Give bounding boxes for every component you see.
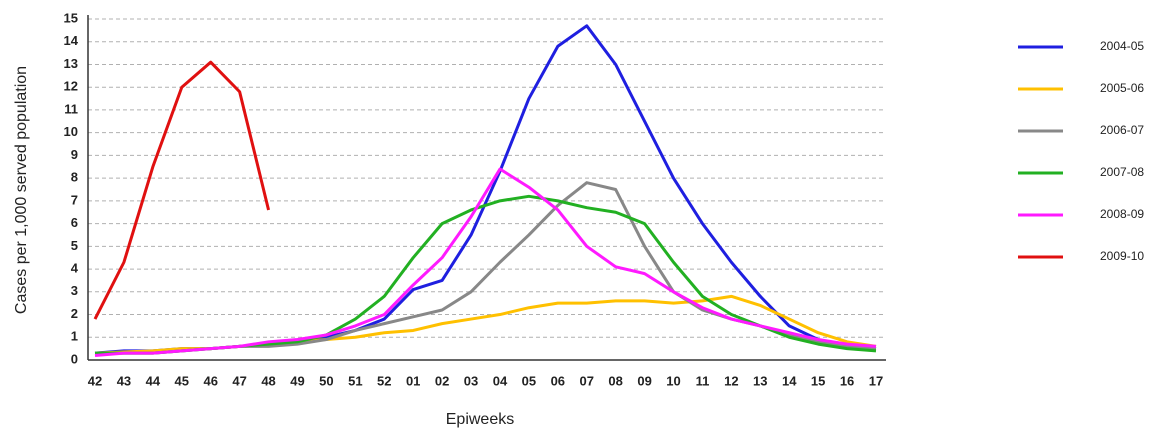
y-tick-label: 6 [71,215,78,230]
x-tick-label: 02 [435,373,449,388]
x-axis-title: Epiweeks [446,411,514,428]
legend-label: 2004-05 [1100,39,1144,53]
series-line [95,194,877,355]
y-tick-label: 7 [71,192,78,207]
y-tick-label: 12 [64,79,78,94]
y-tick-label: 2 [71,306,78,321]
x-tick-label: 43 [117,373,131,388]
x-tick-label: 46 [203,373,217,388]
legend-label: 2007-08 [1100,165,1144,179]
y-tick-label: 0 [71,351,78,366]
x-tick-label: 07 [580,373,594,388]
y-tick-label: 15 [64,10,78,25]
y-tick-label: 4 [71,261,79,276]
x-tick-label: 45 [175,373,189,388]
y-tick-label: 13 [64,56,78,71]
x-tick-label: 14 [782,373,797,388]
x-tick-label: 11 [696,373,710,388]
x-tick-label: 10 [666,373,680,388]
x-tick-label: 03 [464,373,478,388]
x-tick-label: 08 [608,373,622,388]
x-tick-label: 42 [88,373,102,388]
legend-label: 2005-06 [1100,81,1144,95]
y-tick-label: 9 [71,147,78,162]
x-tick-label: 16 [840,373,854,388]
y-tick-label: 5 [71,238,78,253]
x-tick-label: 15 [811,373,825,388]
x-tick-label: 50 [319,373,333,388]
y-axis-title: Cases per 1,000 served population [13,66,30,314]
series-line [93,60,271,320]
x-tick-label: 47 [232,373,246,388]
x-tick-label: 49 [290,373,304,388]
y-tick-label: 10 [64,124,78,139]
y-tick-label: 8 [71,170,78,185]
y-tick-label: 1 [71,329,78,344]
x-tick-label: 44 [146,373,161,388]
x-tick-label: 04 [493,373,508,388]
x-tick-label: 05 [522,373,536,388]
x-tick-label: 01 [406,373,420,388]
x-tick-label: 52 [377,373,391,388]
x-tick-label: 06 [551,373,565,388]
series-line [95,181,877,355]
legend-label: 2006-07 [1100,123,1144,137]
y-tick-label: 14 [64,33,79,48]
x-tick-label: 12 [724,373,738,388]
x-tick-label: 51 [348,373,362,388]
legend-label: 2008-09 [1100,207,1144,221]
y-tick-label: 11 [64,101,78,116]
y-tick-label: 3 [71,283,78,298]
legend-label: 2009-10 [1100,249,1144,263]
x-tick-label: 13 [753,373,767,388]
x-tick-label: 09 [637,373,651,388]
series-line [94,167,877,357]
x-tick-label: 17 [869,373,883,388]
x-tick-label: 48 [261,373,275,388]
